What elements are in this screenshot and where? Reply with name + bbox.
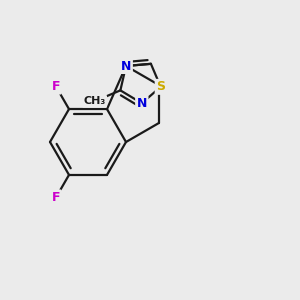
Text: CH₃: CH₃ [83,96,106,106]
Text: N: N [121,59,131,73]
Text: F: F [52,191,60,204]
Text: N: N [121,59,131,73]
Text: S: S [156,80,165,93]
Text: F: F [52,80,60,93]
Text: N: N [136,97,147,110]
